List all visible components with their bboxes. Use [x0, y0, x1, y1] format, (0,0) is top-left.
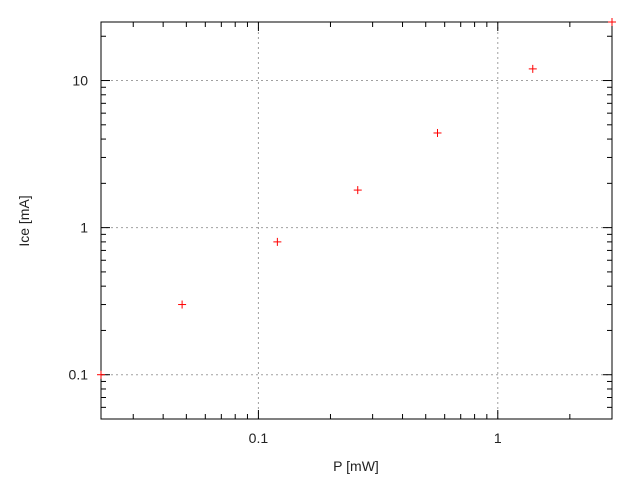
data-point: [178, 300, 187, 309]
grid: [101, 22, 612, 419]
x-tick-label: 1: [494, 430, 502, 446]
ticks: [101, 22, 613, 420]
y-tick-label: 10: [72, 73, 88, 89]
x-axis-label: P [mW]: [333, 458, 379, 474]
data-point: [433, 128, 442, 137]
data-point: [528, 64, 537, 73]
y-tick-label: 1: [80, 220, 88, 236]
y-axis-label: Ice [mA]: [16, 195, 32, 246]
tick-labels: 0.1 1 0.1 1 10: [69, 73, 502, 446]
data-point: [353, 186, 362, 195]
data-point: [608, 18, 616, 26]
plot-border: [100, 21, 613, 420]
data-point: [273, 237, 282, 246]
y-tick-label: 0.1: [69, 367, 89, 383]
points: [97, 18, 616, 379]
data-point: [97, 370, 105, 379]
x-tick-label: 0.1: [249, 430, 269, 446]
